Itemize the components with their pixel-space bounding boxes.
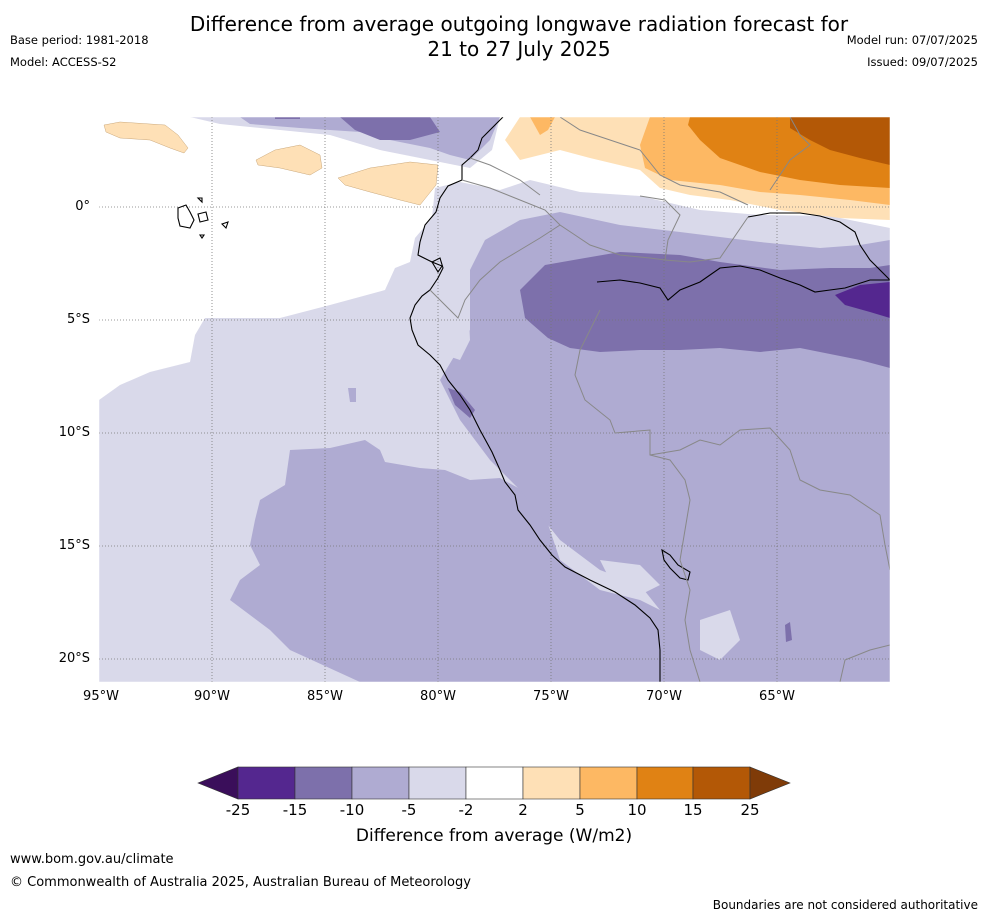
gridlines [99, 117, 890, 682]
colorbar-tick: 2 [518, 801, 528, 819]
island-san-cristobal [220, 221, 229, 230]
colorbar-tick: 25 [740, 801, 760, 819]
colorbar-extension-high [749, 766, 791, 800]
colorbar-swatch-15-25 [692, 766, 751, 800]
map-title: Difference from average outgoing longwav… [150, 12, 888, 62]
boundaries-disclaimer: Boundaries are not considered authoritat… [712, 898, 978, 912]
region-positive-5-10-west [530, 117, 555, 135]
border-venezuela [639, 195, 749, 263]
meta-left: Base period: 1981-2018 Model: ACCESS-S2 [10, 29, 149, 73]
model-text: Model: ACCESS-S2 [10, 55, 117, 69]
lon-label-75w: 75°W [533, 689, 569, 704]
colorbar-extension-low [197, 766, 239, 800]
river-amazon [596, 265, 890, 301]
region-top-band-dark [340, 117, 440, 140]
lat-label-15s: 15°S [58, 538, 90, 553]
model-run-text: Model run: 07/07/2025 [846, 33, 978, 47]
region-ocean-positive-1 [103, 121, 189, 154]
colorbar-tick: -2 [458, 801, 474, 819]
colorbar-tick: 10 [627, 801, 647, 819]
colorbar-tick: -10 [339, 801, 365, 819]
lon-label-65w: 65°W [759, 689, 795, 704]
region-land-light-1 [600, 560, 660, 595]
border-peru-ecuador [429, 224, 561, 319]
colorbar-swatch-minus2-2 [465, 766, 524, 800]
region-bolivia-patch [785, 622, 792, 642]
lon-label-80w: 80°W [420, 689, 456, 704]
base-period-text: Base period: 1981-2018 [10, 33, 149, 47]
region-ocean-medium [230, 440, 700, 682]
island-isabela [177, 204, 195, 229]
region-land-light-3 [432, 238, 470, 360]
region-amazon-deep [835, 282, 890, 318]
map-frame [98, 116, 891, 683]
region-ocean-positive-2 [255, 144, 323, 176]
colorbar-tick: -5 [401, 801, 417, 819]
meta-right: Model run: 07/07/2025 Issued: 09/07/2025 [847, 29, 978, 73]
lon-label-85w: 85°W [307, 689, 343, 704]
coastline-gulf-guayaquil [430, 260, 443, 274]
issued-text: Issued: 09/07/2025 [867, 55, 978, 69]
island-floreana [198, 234, 206, 239]
border-bolivia-brazil [649, 427, 890, 571]
lon-label-90w: 90°W [194, 689, 230, 704]
colorbar-swatch-minus10-minus5 [351, 766, 410, 800]
region-land-light-2 [700, 610, 740, 660]
colorbar-tick: -25 [225, 801, 251, 819]
title-line-2: 21 to 27 July 2025 [427, 37, 611, 61]
border-bolivia-chile [679, 559, 701, 682]
lat-label-10s: 10°S [58, 425, 90, 440]
lon-label-70w: 70°W [646, 689, 682, 704]
border-colombia-ecuador [461, 179, 666, 261]
colorbar-swatch-minus5-minus2 [408, 766, 467, 800]
colorbar-swatch-minus15-minus10 [294, 766, 353, 800]
region-positive-15-25 [790, 117, 890, 165]
border-guyana [769, 117, 811, 191]
title-line-1: Difference from average outgoing longwav… [189, 12, 849, 36]
country-borders [429, 117, 890, 682]
colorbar-swatch-5-10 [579, 766, 638, 800]
copyright-text: © Commonwealth of Australia 2025, Austra… [10, 875, 471, 890]
region-coast-patch [448, 388, 475, 418]
region-ocean-dot [348, 388, 356, 402]
colorbar [197, 766, 791, 800]
colorbar-tick: 15 [683, 801, 703, 819]
bom-climate-link[interactable]: www.bom.gov.au/climate [10, 852, 174, 867]
border-colombia-north [559, 117, 749, 206]
lat-label-20s: 20°S [58, 651, 90, 666]
coastline-north [747, 212, 890, 281]
colorbar-swatch-2-5 [522, 766, 581, 800]
lon-label-95w: 95°W [83, 689, 119, 704]
region-top-band-dark-2 [275, 117, 300, 119]
anomaly-fill-layer [99, 117, 890, 682]
coastline-west [409, 117, 661, 682]
island-santiago [196, 197, 203, 204]
coastlines [409, 117, 890, 682]
colorbar-swatch-minus25-minus15 [237, 766, 296, 800]
colorbar-tick: -15 [282, 801, 308, 819]
galapagos-islands [177, 197, 229, 239]
lat-label-0: 0° [75, 199, 90, 214]
colorbar-swatch-10-15 [636, 766, 694, 800]
colorbar-label: Difference from average (W/m2) [355, 826, 633, 846]
border-peru-brazil [574, 309, 691, 561]
region-ocean-positive-3 [337, 161, 439, 206]
border-panama-colombia [469, 157, 541, 196]
lat-label-5s: 5°S [66, 312, 90, 327]
border-paraguay [839, 644, 890, 682]
lake-titicaca [661, 548, 691, 581]
colorbar-tick: 5 [575, 801, 585, 819]
island-santa-cruz [197, 211, 209, 223]
